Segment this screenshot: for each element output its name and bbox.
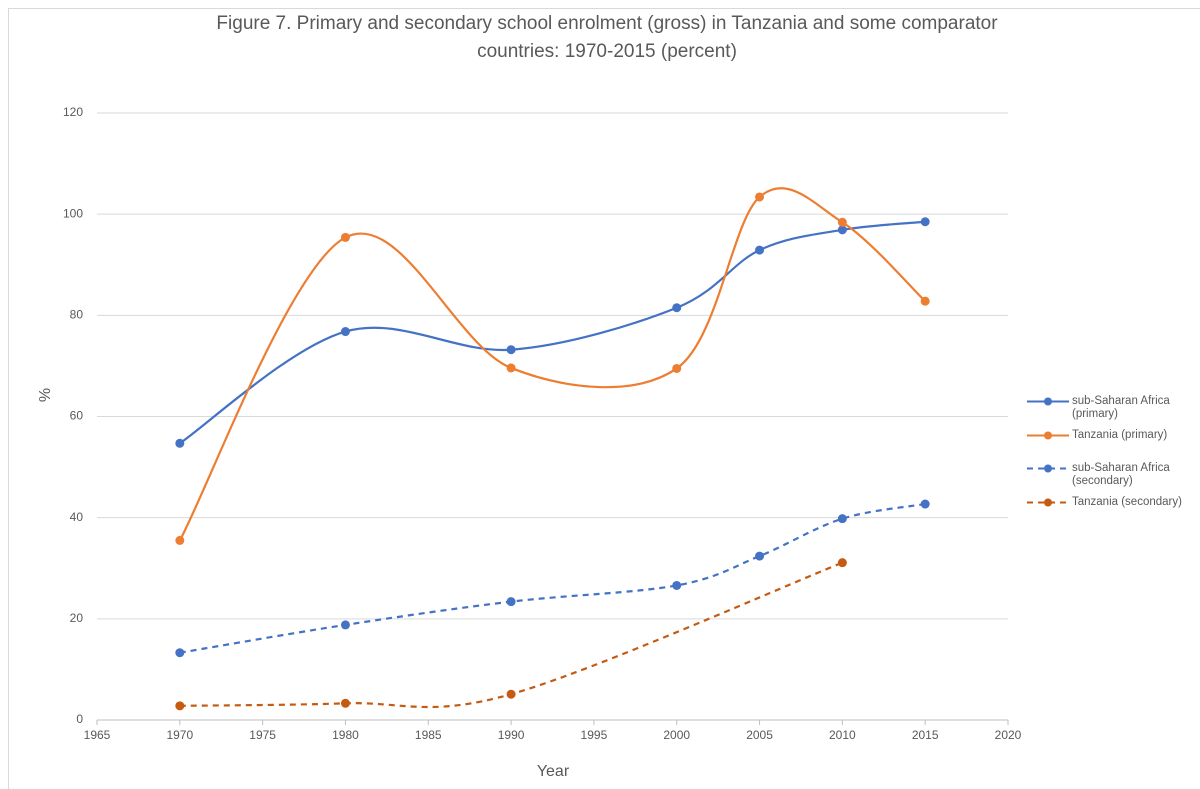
legend-label: Tanzania (primary): [1072, 429, 1168, 441]
data-point: [506, 363, 516, 373]
y-tick-label: 0: [76, 712, 83, 726]
data-point: [340, 620, 350, 630]
data-point: [506, 689, 516, 699]
legend-label: Tanzania (secondary): [1072, 496, 1182, 508]
data-point: [837, 225, 847, 235]
legend-marker: [1044, 431, 1052, 440]
legend-label: sub-Saharan Africa (secondary): [1072, 462, 1170, 487]
data-point: [755, 551, 765, 561]
data-point: [837, 514, 847, 524]
x-tick-label: 2010: [829, 728, 856, 742]
legend-marker: [1044, 498, 1052, 507]
data-point: [175, 535, 185, 545]
y-axis-title: %: [37, 388, 54, 402]
x-tick-label: 1980: [332, 728, 359, 742]
x-tick-label: 2015: [912, 728, 939, 742]
data-point: [340, 327, 350, 337]
x-tick-label: 1995: [581, 728, 608, 742]
y-tick-label: 80: [70, 308, 84, 322]
legend-item: sub-Saharan Africa (primary): [1025, 395, 1200, 421]
legend-marker: [1044, 397, 1052, 406]
x-axis-title: Year: [537, 763, 570, 780]
y-tick-label: 20: [70, 611, 84, 625]
x-tick-label: 1965: [84, 728, 111, 742]
x-tick-label: 1985: [415, 728, 442, 742]
x-tick-label: 2020: [995, 728, 1022, 742]
x-tick-label: 1975: [249, 728, 276, 742]
data-point: [672, 303, 682, 313]
y-tick-label: 40: [70, 510, 84, 524]
data-point: [175, 438, 185, 448]
chart-border: [8, 8, 1200, 789]
legend-item: Tanzania (primary): [1025, 429, 1200, 442]
data-point: [506, 345, 516, 355]
data-point: [340, 232, 350, 242]
data-point: [920, 296, 930, 306]
x-tick-label: 1990: [498, 728, 525, 742]
x-tick-label: 1970: [166, 728, 193, 742]
legend-marker: [1044, 464, 1052, 473]
legend-swatch: [1027, 498, 1069, 507]
data-point: [175, 701, 185, 711]
chart-title: Figure 7. Primary and secondary school e…: [216, 13, 998, 62]
legend-swatch: [1027, 464, 1069, 473]
y-tick-label: 120: [63, 105, 83, 119]
series-line: [178, 187, 926, 541]
data-point: [920, 217, 930, 227]
series-line: [179, 220, 926, 445]
y-tick-label: 100: [63, 206, 83, 220]
legend-label: sub-Saharan Africa (primary): [1072, 395, 1170, 420]
legend-swatch: [1027, 431, 1069, 440]
data-point: [175, 648, 185, 658]
data-point: [755, 192, 765, 202]
x-tick-label: 2005: [746, 728, 773, 742]
legend-item: sub-Saharan Africa (secondary): [1025, 462, 1200, 488]
legend-item: Tanzania (secondary): [1025, 496, 1200, 509]
data-point: [755, 245, 765, 255]
series-line: [179, 502, 926, 654]
legend-swatch: [1027, 397, 1069, 406]
data-point: [506, 597, 516, 607]
data-point: [920, 499, 930, 509]
data-point: [672, 363, 682, 373]
data-point: [837, 217, 847, 227]
series-line: [179, 561, 843, 709]
data-point: [340, 698, 350, 708]
data-point: [837, 558, 847, 568]
x-tick-label: 2000: [663, 728, 690, 742]
y-tick-label: 60: [70, 409, 84, 423]
data-point: [672, 580, 682, 590]
